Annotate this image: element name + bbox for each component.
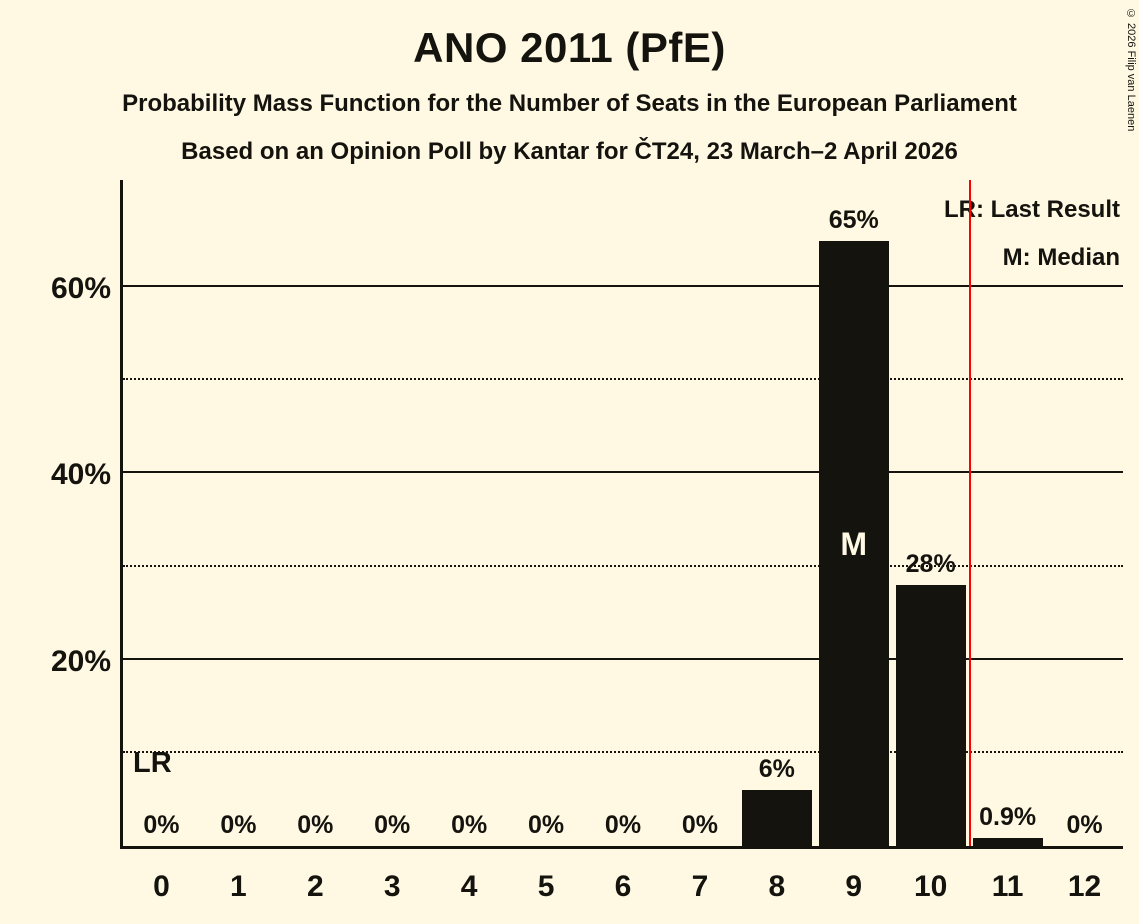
x-axis-tick-label: 4 <box>460 870 478 903</box>
gridline-solid <box>123 285 1123 288</box>
bar-seat-11 <box>972 837 1043 846</box>
bar-seat-10 <box>895 585 966 846</box>
chart-title: ANO 2011 (PfE) <box>413 24 726 71</box>
bar-value-label: 0% <box>374 811 411 839</box>
copyright-notice: © 2026 Filip van Laenen <box>1125 8 1137 132</box>
bar-value-label: 0.9% <box>979 802 1037 831</box>
x-axis-tick-label: 10 <box>913 870 948 903</box>
gridline-dotted <box>123 378 1123 381</box>
x-axis-tick-label: 7 <box>691 870 709 903</box>
bar-seat-8 <box>741 790 812 846</box>
x-axis-tick-label: 5 <box>537 870 555 903</box>
chart-legend: LR: Last Result M: Median <box>944 186 1120 282</box>
bar-value-label: 0% <box>297 811 334 839</box>
x-axis-tick-label: 6 <box>614 870 632 903</box>
bar-value-label: 0% <box>604 811 642 839</box>
bar-value-label: 0% <box>1066 811 1103 839</box>
gridline-solid <box>123 471 1123 474</box>
x-axis-tick-label: 0 <box>153 870 170 903</box>
bar-value-label: 28% <box>905 550 956 579</box>
y-axis-tick-label: 20% <box>50 644 111 678</box>
y-axis-tick-label: 60% <box>50 272 111 306</box>
x-axis-tick-label: 8 <box>768 870 786 903</box>
bar-seat-9 <box>818 240 889 846</box>
bar-value-label: 0% <box>528 811 565 839</box>
bar-value-label: 65% <box>828 205 879 234</box>
x-axis-tick-label: 9 <box>845 870 863 903</box>
gridline-solid <box>123 657 1123 660</box>
bar-value-label: 0% <box>681 811 718 839</box>
x-axis-tick-label: 12 <box>1067 870 1102 903</box>
chart-subtitle: Probability Mass Function for the Number… <box>122 90 1017 117</box>
last-result-line <box>969 180 972 846</box>
legend-last-result: LR: Last Result <box>943 196 1120 223</box>
last-result-label: LR <box>133 747 172 779</box>
bar-value-label: 0% <box>451 811 488 839</box>
chart-subtitle-2: Based on an Opinion Poll by Kantar for Č… <box>181 138 958 165</box>
legend-median: M: Median <box>1002 244 1120 271</box>
x-axis-tick-label: 11 <box>991 870 1024 903</box>
x-axis-tick-label: 2 <box>306 870 324 903</box>
x-axis-tick-label: 1 <box>230 870 247 903</box>
gridline-dotted <box>123 750 1123 753</box>
y-axis-tick-label: 40% <box>50 458 111 492</box>
median-marker: M <box>840 526 868 563</box>
bar-value-label: 6% <box>758 755 795 784</box>
bar-value-label: 0% <box>143 811 180 839</box>
plot-area: 20% 40% 60% 0% 0 0% 1 0% 2 0% 3 0% 4 0% 5 0% 6 0% 7 6% 8 65% 9… <box>51 180 1123 903</box>
bar-value-label: 0% <box>220 811 257 839</box>
x-axis-tick-label: 3 <box>383 870 401 903</box>
gridline-dotted <box>123 564 1123 567</box>
